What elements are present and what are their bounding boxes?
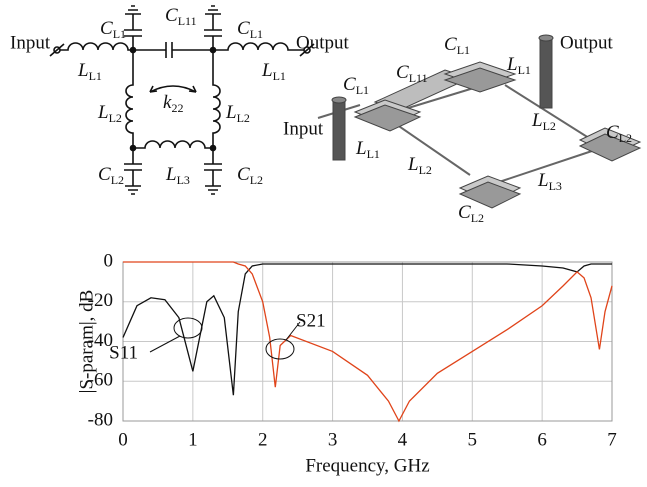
label: LL3 [537, 170, 562, 192]
series-label: S21 [296, 310, 326, 331]
y-tick-label: -60 [88, 370, 113, 391]
label: Output [560, 32, 614, 53]
symbol: L [355, 138, 367, 159]
subscript: 22 [171, 101, 183, 115]
y-tick-label: -80 [88, 409, 113, 430]
label: CL1 [343, 74, 369, 96]
x-tick-label: 5 [468, 429, 478, 450]
y-axis-title: |S-param|, dB [76, 290, 97, 394]
s-param-chart: -80 -60 -40 -20 0 0 1 2 3 4 5 6 7 Frequency, GHz |S-pa… [76, 250, 616, 476]
symbol: C [165, 5, 178, 26]
layout-3d [317, 34, 642, 209]
label: LL1 [506, 54, 531, 76]
symbol: C [100, 18, 113, 39]
label: LL2 [531, 110, 556, 132]
subscript: L2 [250, 173, 263, 187]
subscript: L1 [273, 69, 286, 83]
label: Input [283, 118, 324, 139]
x-tick-label: 3 [328, 429, 338, 450]
subscript: L2 [471, 211, 484, 225]
label: LL1 [77, 60, 102, 82]
label: CL11 [165, 5, 197, 27]
symbol: L [97, 102, 109, 123]
x-tick-label: 6 [537, 429, 547, 450]
series-label: S11 [109, 342, 138, 363]
annotation-ellipse [173, 317, 203, 339]
annotation-ellipse [265, 338, 295, 360]
symbol: L [407, 154, 419, 175]
symbol: L [261, 60, 273, 81]
series-line [123, 261, 613, 423]
label: CL2 [98, 164, 124, 186]
symbol: C [458, 202, 471, 223]
symbol: C [237, 18, 250, 39]
y-tick-label: 0 [104, 250, 114, 271]
subscript: L2 [543, 119, 556, 133]
x-tick-label: 7 [607, 429, 617, 450]
x-tick-label: 4 [398, 429, 408, 450]
label: LL3 [165, 164, 190, 186]
x-tick-label: 0 [118, 429, 128, 450]
subscript: L2 [111, 173, 124, 187]
plot-frame [122, 261, 613, 422]
label: LL2 [407, 154, 432, 176]
subscript: L1 [457, 43, 470, 57]
subscript: L1 [250, 27, 263, 41]
subscript: L1 [356, 83, 369, 97]
x-tick-label: 2 [258, 429, 268, 450]
y-tick-label: -40 [88, 330, 113, 351]
annotation-leader [285, 321, 301, 341]
label: LL1 [261, 60, 286, 82]
symbol: C [606, 122, 619, 143]
symbol: C [237, 164, 250, 185]
label: CL1 [100, 18, 126, 40]
subscript: L2 [237, 111, 250, 125]
subscript: L1 [367, 147, 380, 161]
symbol: C [343, 74, 356, 95]
symbol: C [396, 62, 409, 83]
subscript: L1 [89, 69, 102, 83]
symbol: L [531, 110, 543, 131]
label: Output [296, 32, 350, 53]
label: LL2 [225, 102, 250, 124]
symbol: L [537, 170, 549, 191]
symbol: L [506, 54, 518, 75]
label: LL1 [355, 138, 380, 160]
label: CL2 [458, 202, 484, 224]
subscript: L2 [619, 131, 632, 145]
subscript: L2 [109, 111, 122, 125]
symbol: C [444, 34, 457, 55]
subscript: L1 [113, 27, 126, 41]
x-axis-title: Frequency, GHz [305, 455, 429, 476]
symbol: k [163, 92, 172, 113]
label: CL1 [444, 34, 470, 56]
subscript: L11 [409, 71, 428, 85]
symbol: L [165, 164, 177, 185]
label: Input [10, 32, 51, 53]
subscript: L1 [518, 63, 531, 77]
label: CL11 [396, 62, 428, 84]
symbol: C [98, 164, 111, 185]
y-tick-label: -20 [88, 290, 113, 311]
subscript: L11 [178, 14, 197, 28]
symbol: L [77, 60, 89, 81]
label: CL1 [237, 18, 263, 40]
schematic [49, 5, 315, 195]
label: LL2 [97, 102, 122, 124]
subscript: L2 [419, 163, 432, 177]
label: CL2 [237, 164, 263, 186]
subscript: L3 [549, 179, 562, 193]
symbol: L [225, 102, 237, 123]
label: k22 [163, 92, 183, 114]
label: CL2 [606, 122, 632, 144]
x-tick-label: 1 [188, 429, 198, 450]
annotation-leader [149, 335, 181, 353]
series-line [122, 263, 612, 396]
subscript: L3 [177, 173, 190, 187]
